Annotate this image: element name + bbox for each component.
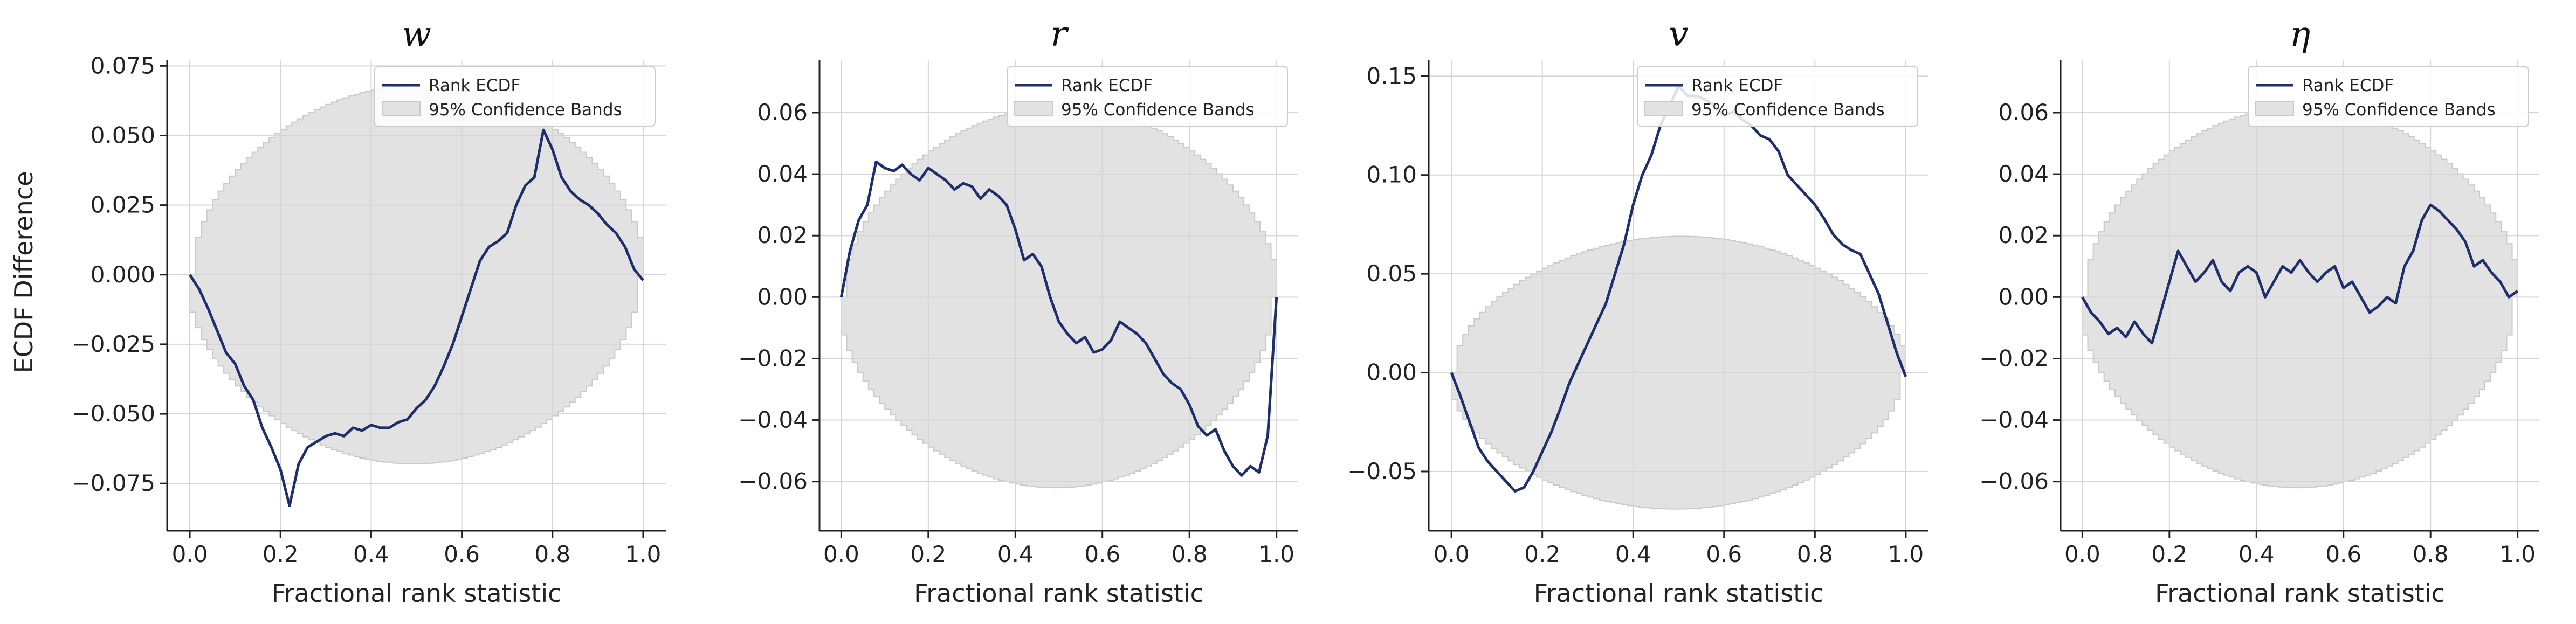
- y-tick-label: 0.075: [91, 52, 155, 79]
- y-tick-label: 0.000: [91, 261, 155, 288]
- y-tick-label: 0.00: [1366, 359, 1417, 386]
- legend-band-swatch: [1644, 101, 1683, 116]
- panel-title: w: [402, 15, 431, 54]
- legend: Rank ECDF 95% Confidence Bands: [1637, 66, 1918, 127]
- x-tick-label: 0.0: [1434, 541, 1470, 567]
- y-axis-label: ECDF Difference: [9, 171, 38, 373]
- legend-box: [374, 66, 656, 127]
- x-tick-label: 0.8: [534, 541, 570, 567]
- legend-box: [2248, 66, 2529, 127]
- y-tick-label: −0.04: [738, 407, 808, 433]
- x-axis-label: Fractional rank statistic: [272, 579, 562, 608]
- x-axis-label: Fractional rank statistic: [914, 579, 1204, 608]
- y-tick-label: 0.04: [757, 161, 808, 187]
- x-tick-label: 0.4: [2238, 541, 2275, 567]
- y-tick-label: −0.06: [738, 468, 808, 495]
- y-tick-label: −0.02: [1979, 345, 2049, 371]
- y-tick-label: −0.02: [738, 345, 808, 371]
- x-tick-label: 0.6: [1084, 541, 1120, 567]
- y-tick-label: 0.15: [1366, 63, 1417, 89]
- x-tick-label: 0.2: [1524, 541, 1560, 567]
- legend-label-confidence-bands: 95% Confidence Bands: [429, 100, 622, 120]
- legend: Rank ECDF 95% Confidence Bands: [2248, 66, 2529, 127]
- x-tick-label: 0.6: [2325, 541, 2361, 567]
- x-tick-label: 1.0: [625, 541, 662, 567]
- panel-2: 0.0 0.2 0.4 0.6 0.8 1.0 −0.06 −0.04 −0.02 0.00 0.0…: [738, 15, 1298, 608]
- x-tick-label: 0.2: [910, 541, 946, 567]
- legend-label-rank-ecdf: Rank ECDF: [2302, 76, 2394, 95]
- y-tick-label: −0.050: [72, 400, 155, 427]
- x-tick-label: 0.0: [823, 541, 859, 567]
- x-axis-label: Fractional rank statistic: [1534, 579, 1824, 608]
- panel-1: 0.0 0.2 0.4 0.6 0.8 1.0 −0.075 −0.050 −0.025 0.00…: [72, 15, 666, 608]
- y-tick-label: −0.05: [1347, 458, 1417, 484]
- x-tick-label: 0.2: [263, 541, 299, 567]
- legend: Rank ECDF 95% Confidence Bands: [374, 66, 656, 127]
- y-tick-label: −0.04: [1979, 407, 2049, 433]
- x-tick-label: 0.0: [2064, 541, 2100, 567]
- x-tick-label: 0.2: [2151, 541, 2187, 567]
- x-tick-label: 0.0: [172, 541, 208, 567]
- panel-title: r: [1051, 15, 1069, 54]
- x-tick-label: 0.6: [444, 541, 480, 567]
- legend-box: [1007, 66, 1288, 127]
- legend-label-confidence-bands: 95% Confidence Bands: [1691, 100, 1885, 120]
- y-tick-label: −0.06: [1979, 468, 2049, 495]
- series-line-rank-ecdf: [188, 128, 644, 508]
- panel-title: η: [2290, 15, 2310, 54]
- series-line-rank-ecdf: [839, 160, 1278, 477]
- y-tick-label: 0.00: [757, 283, 808, 310]
- legend-label-confidence-bands: 95% Confidence Bands: [2302, 100, 2496, 120]
- legend-band-swatch: [382, 101, 421, 116]
- x-tick-label: 1.0: [1888, 541, 1924, 567]
- y-tick-label: −0.075: [72, 470, 155, 496]
- y-tick-label: −0.025: [72, 331, 155, 357]
- legend-label-rank-ecdf: Rank ECDF: [429, 76, 520, 95]
- y-tick-label: 0.02: [757, 222, 808, 248]
- y-tick-label: 0.05: [1366, 260, 1417, 287]
- panel-title: v: [1669, 15, 1688, 54]
- x-tick-label: 0.8: [2413, 541, 2449, 567]
- legend-label-rank-ecdf: Rank ECDF: [1061, 76, 1153, 95]
- legend-band-swatch: [2255, 101, 2294, 116]
- x-tick-label: 0.4: [1615, 541, 1651, 567]
- y-tick-label: 0.04: [1998, 161, 2049, 187]
- y-tick-label: 0.06: [757, 99, 808, 126]
- x-tick-label: 0.8: [1172, 541, 1208, 567]
- y-tick-label: 0.02: [1998, 222, 2049, 248]
- y-tick-label: 0.00: [1998, 283, 2049, 310]
- x-tick-label: 0.4: [353, 541, 389, 567]
- legend-band-swatch: [1014, 101, 1053, 116]
- legend-box: [1637, 66, 1918, 127]
- x-axis-label: Fractional rank statistic: [2155, 579, 2445, 608]
- y-tick-label: 0.06: [1998, 99, 2049, 126]
- x-tick-label: 1.0: [2499, 541, 2536, 567]
- panel-3: 0.0 0.2 0.4 0.6 0.8 1.0 −0.05 0.00 0.05 0.10 0.15 v…: [1347, 15, 1928, 608]
- y-tick-label: 0.10: [1366, 162, 1417, 188]
- x-tick-label: 0.8: [1797, 541, 1833, 567]
- x-tick-label: 0.4: [997, 541, 1034, 567]
- x-tick-label: 1.0: [1258, 541, 1294, 567]
- x-tick-label: 0.6: [1706, 541, 1742, 567]
- legend-label-confidence-bands: 95% Confidence Bands: [1061, 100, 1255, 120]
- y-tick-label: 0.025: [91, 192, 155, 218]
- legend: Rank ECDF 95% Confidence Bands: [1007, 66, 1288, 127]
- series-line-rank-ecdf: [2081, 203, 2519, 345]
- y-tick-label: 0.050: [91, 122, 155, 148]
- legend-label-rank-ecdf: Rank ECDF: [1691, 76, 1783, 95]
- panel-4: 0.0 0.2 0.4 0.6 0.8 1.0 −0.06 −0.04 −0.02 0.00 0.0…: [1979, 15, 2539, 608]
